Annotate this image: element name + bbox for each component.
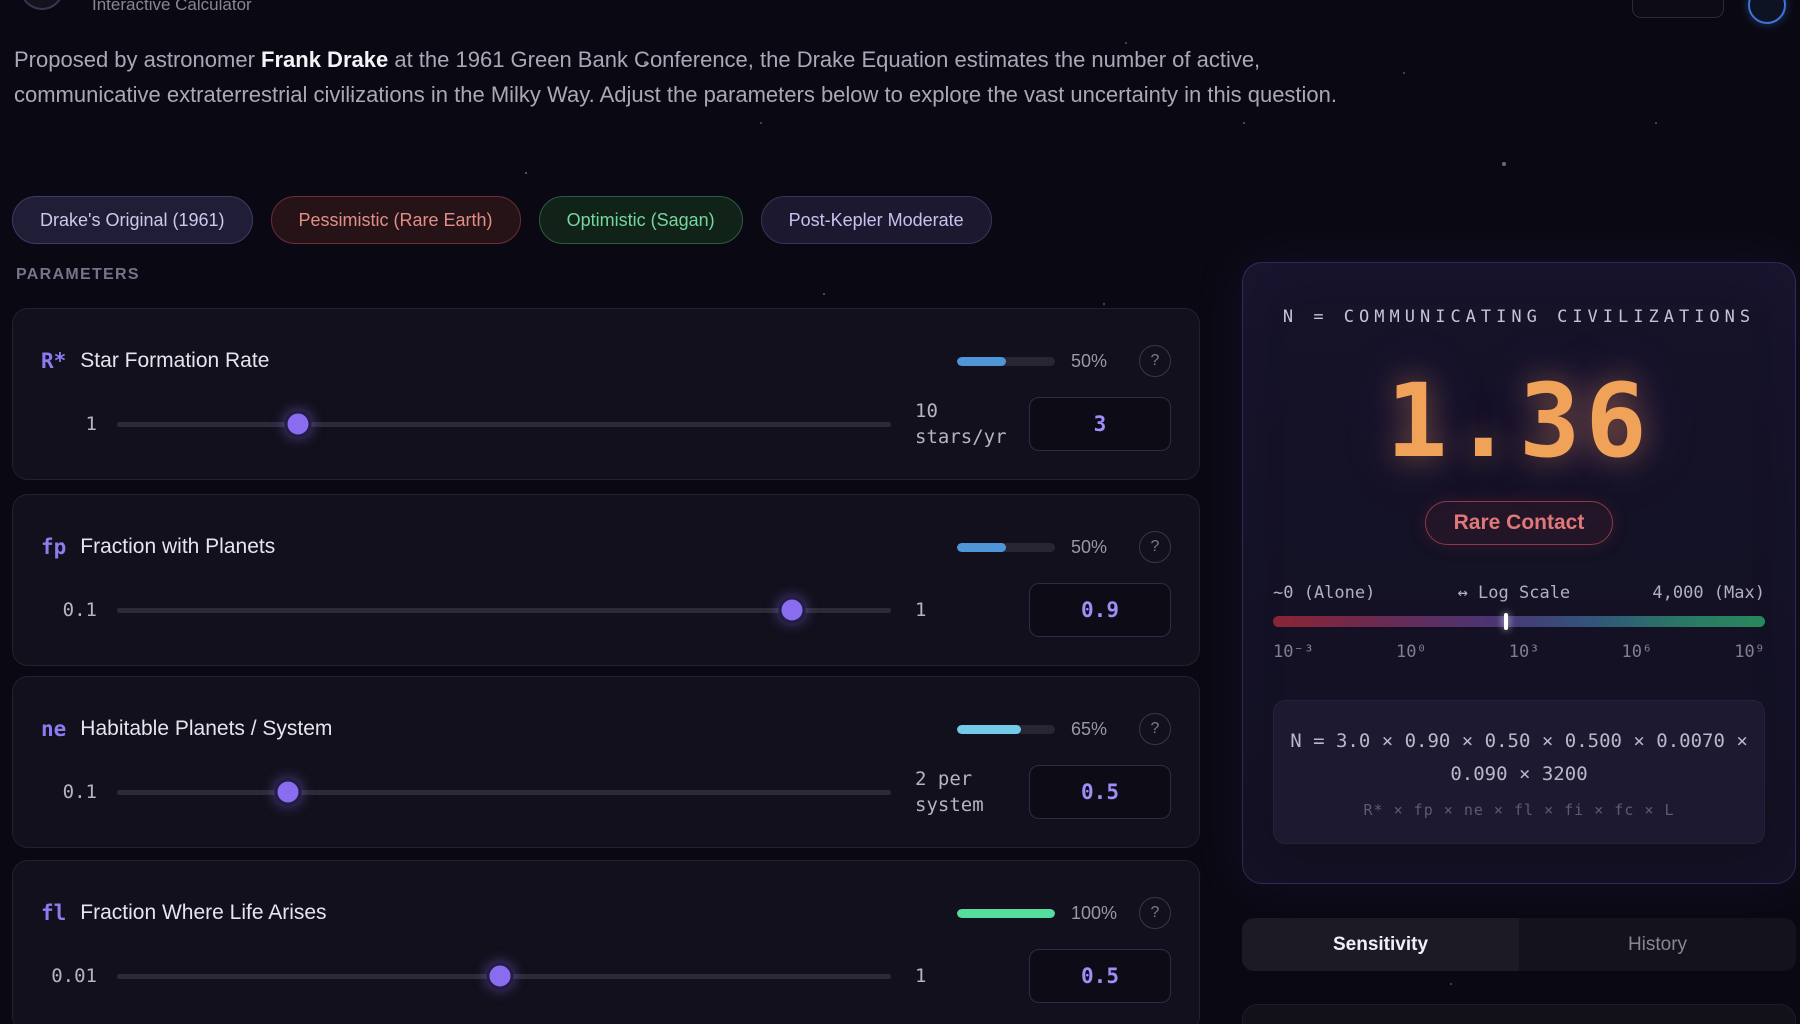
scale-marker (1504, 613, 1509, 630)
result-panel: N = COMMUNICATING CIVILIZATIONS 1.36 Rar… (1242, 262, 1796, 884)
parameter-percent: 50% (1071, 350, 1108, 371)
slider-row: 0.1 2 per system 0.5 (41, 765, 1171, 819)
intro-emphasis: Frank Drake (261, 47, 389, 72)
parameter-symbol: ne (41, 717, 67, 741)
slider-track[interactable] (117, 596, 891, 624)
scale-tick: 10⁶ (1621, 642, 1653, 662)
slider-max-label: 10 stars/yr (915, 400, 1007, 448)
slider-row: 1 10 stars/yr 3 (41, 397, 1171, 451)
parameter-card-header: fl Fraction Where Life Arises 100% ? (41, 895, 1171, 931)
value-input[interactable]: 0.5 (1029, 765, 1171, 819)
slider-max-label: 2 per system (915, 768, 984, 816)
scale-tick: 10³ (1508, 642, 1540, 662)
result-number: 1.36 (1386, 362, 1652, 481)
preset-drakes-original[interactable]: Drake's Original (1961) (12, 196, 253, 244)
slider-track[interactable] (117, 962, 891, 990)
header-button[interactable] (1632, 0, 1724, 18)
slider-row: 0.1 1 0.9 (41, 583, 1171, 637)
progress-fill (957, 542, 1006, 552)
progress-fill (957, 356, 1006, 366)
app-subtitle: Interactive Calculator (92, 0, 252, 14)
scale-ticks-row: 10⁻³ 10⁰ 10³ 10⁶ 10⁹ (1273, 642, 1765, 662)
slider-track[interactable] (117, 410, 891, 438)
parameter-symbol: R* (41, 349, 67, 373)
scale-min-label: ~0 (Alone) (1273, 583, 1376, 603)
slider-thumb[interactable] (274, 778, 302, 806)
progress-fill (957, 724, 1021, 734)
parameters-heading: PARAMETERS (16, 266, 140, 283)
preset-buttons-row: Drake's Original (1961) Pessimistic (Rar… (12, 196, 992, 244)
tab-history[interactable]: History (1519, 918, 1796, 971)
progress-fill (957, 908, 1055, 918)
value-text: 3 (1093, 412, 1107, 436)
slider-thumb[interactable] (284, 410, 312, 438)
slider-thumb[interactable] (778, 596, 806, 624)
parameter-progress-bar (957, 908, 1055, 918)
parameter-progress-bar (957, 356, 1055, 366)
help-button[interactable]: ? (1139, 713, 1171, 745)
slider-min-label: 0.1 (62, 781, 97, 803)
scale-tick: 10⁻³ (1273, 642, 1314, 662)
preset-post-kepler[interactable]: Post-Kepler Moderate (760, 196, 992, 244)
parameter-card-header: ne Habitable Planets / System 65% ? (41, 711, 1171, 747)
parameter-progress-bar (957, 724, 1055, 734)
value-input[interactable]: 0.5 (1029, 949, 1171, 1003)
parameter-card-header: fp Fraction with Planets 50% ? (41, 529, 1171, 565)
slider-thumb[interactable] (486, 962, 514, 990)
preset-optimistic[interactable]: Optimistic (Sagan) (538, 196, 743, 244)
value-text: 0.9 (1081, 598, 1119, 622)
help-button[interactable]: ? (1139, 345, 1171, 377)
slider-min-label: 0.01 (51, 965, 97, 987)
parameter-name: Star Formation Rate (80, 349, 270, 372)
parameter-card-fp: fp Fraction with Planets 50% ? 0.1 1 0.9 (12, 494, 1200, 666)
slider-max-label: 1 (915, 599, 927, 621)
scale-tick: 10⁹ (1734, 642, 1765, 662)
tab-sensitivity[interactable]: Sensitivity (1242, 918, 1519, 971)
slider-track[interactable] (117, 778, 891, 806)
parameter-symbol: fp (41, 535, 67, 559)
formula-values: N = 3.0 × 0.90 × 0.50 × 0.500 × 0.0070 ×… (1290, 730, 1748, 785)
intro-rest: at the 1961 Green Bank Conference, the D… (14, 47, 1338, 107)
slider-row: 0.01 1 0.5 (41, 949, 1171, 1003)
parameter-card-fl: fl Fraction Where Life Arises 100% ? 0.0… (12, 860, 1200, 1024)
result-badge: Rare Contact (1424, 501, 1614, 545)
scale-mode-label: ↔ Log Scale (1457, 583, 1571, 603)
help-button[interactable]: ? (1139, 531, 1171, 563)
intro-paragraph: Proposed by astronomer Frank Drake at th… (14, 42, 1364, 112)
result-tabs: Sensitivity History (1242, 918, 1796, 971)
result-scale-bar (1273, 613, 1765, 630)
parameter-progress-bar (957, 542, 1055, 552)
intro-lead: Proposed by astronomer (14, 47, 262, 72)
scale-max-label: 4,000 (Max) (1652, 583, 1765, 603)
result-title: N = COMMUNICATING CIVILIZATIONS (1282, 307, 1756, 327)
preset-pessimistic[interactable]: Pessimistic (Rare Earth) (270, 196, 521, 244)
avatar[interactable] (1748, 0, 1786, 24)
app-logo-icon (20, 0, 64, 10)
slider-max-label: 1 (915, 965, 927, 987)
scale-tick: 10⁰ (1395, 642, 1427, 662)
parameter-percent: 65% (1071, 718, 1108, 739)
value-input[interactable]: 3 (1029, 397, 1171, 451)
parameter-name: Fraction with Planets (80, 535, 276, 558)
slider-min-label: 0.1 (62, 599, 97, 621)
parameter-card-rstar: R* Star Formation Rate 50% ? 1 10 stars/… (12, 308, 1200, 480)
value-input[interactable]: 0.9 (1029, 583, 1171, 637)
parameter-card-ne: ne Habitable Planets / System 65% ? 0.1 … (12, 676, 1200, 848)
parameter-name: Fraction Where Life Arises (80, 901, 327, 924)
value-text: 0.5 (1081, 780, 1119, 804)
help-button[interactable]: ? (1139, 897, 1171, 929)
parameter-name: Habitable Planets / System (80, 717, 333, 740)
parameter-percent: 50% (1071, 536, 1108, 557)
slider-min-label: 1 (85, 413, 97, 435)
formula-box: N = 3.0 × 0.90 × 0.50 × 0.500 × 0.0070 ×… (1273, 700, 1765, 844)
scale-labels-row: ~0 (Alone) ↔ Log Scale 4,000 (Max) (1273, 583, 1765, 603)
parameter-symbol: fl (41, 901, 67, 925)
formula-symbols: R* × fp × ne × fl × fi × fc × L (1363, 801, 1675, 819)
parameter-card-header: R* Star Formation Rate 50% ? (41, 343, 1171, 379)
value-text: 0.5 (1081, 964, 1119, 988)
top-bar: Interactive Calculator (0, 0, 1800, 30)
parameter-percent: 100% (1071, 902, 1118, 923)
partial-card (1242, 1004, 1796, 1024)
